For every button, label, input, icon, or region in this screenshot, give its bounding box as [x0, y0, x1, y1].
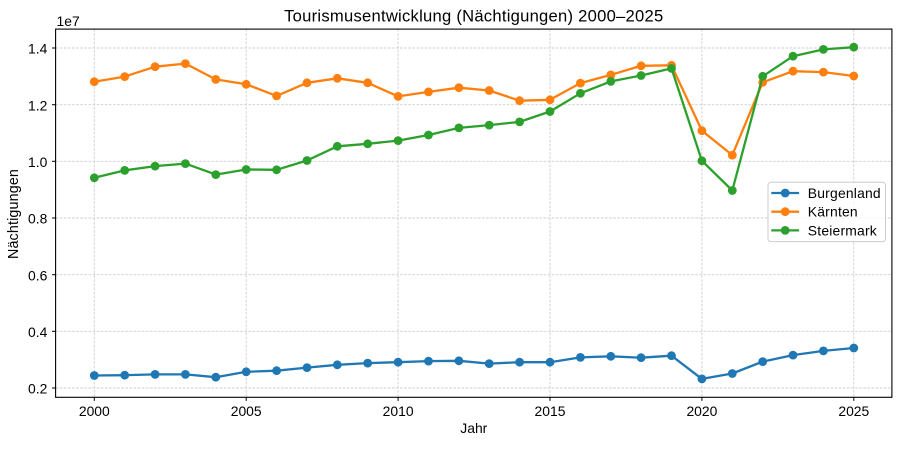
- svg-text:Burgenland: Burgenland: [808, 185, 881, 201]
- svg-text:Kärnten: Kärnten: [808, 204, 858, 220]
- svg-text:0.4: 0.4: [28, 324, 48, 340]
- svg-text:2025: 2025: [838, 403, 869, 419]
- svg-text:2010: 2010: [383, 403, 414, 419]
- svg-text:1.4: 1.4: [28, 41, 48, 57]
- svg-text:1e7: 1e7: [57, 13, 80, 29]
- svg-text:0.6: 0.6: [28, 267, 48, 283]
- svg-text:0.8: 0.8: [28, 211, 48, 227]
- svg-text:Steiermark: Steiermark: [808, 222, 877, 238]
- svg-text:Tourismusentwicklung (Nächtigu: Tourismusentwicklung (Nächtigungen) 2000…: [284, 6, 663, 25]
- svg-text:0.2: 0.2: [28, 381, 48, 397]
- svg-text:1.0: 1.0: [28, 154, 48, 170]
- svg-text:1.2: 1.2: [28, 97, 48, 113]
- svg-text:Jahr: Jahr: [460, 420, 487, 436]
- svg-text:2000: 2000: [79, 403, 110, 419]
- svg-text:2020: 2020: [686, 403, 717, 419]
- svg-text:2015: 2015: [535, 403, 566, 419]
- svg-text:2005: 2005: [231, 403, 262, 419]
- svg-text:Nächtigungen: Nächtigungen: [6, 169, 22, 259]
